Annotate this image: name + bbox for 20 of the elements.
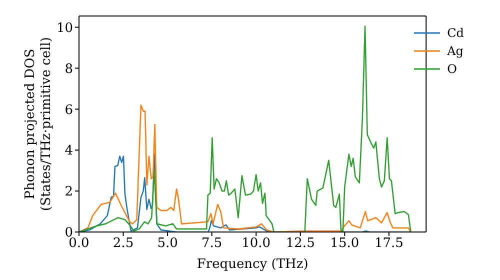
x-tick-label: 7.5 [201,236,222,252]
x-tick-label: 15.0 [330,236,360,252]
line-series [79,26,412,232]
legend-label: O [447,61,457,78]
x-tick-label: 12.5 [286,236,315,252]
line-series [79,104,412,232]
y-tick-label: 8 [64,62,73,77]
legend-label: Ag [447,43,464,60]
x-tick-label: 17.5 [374,236,404,252]
x-tick-label: 0.0 [68,236,90,252]
x-tick-label: 5.0 [157,236,178,252]
legend-label: Cd [447,25,464,42]
x-axis-title: Frequency (THz) [196,257,308,272]
x-tick-label: 10.0 [242,236,271,252]
y-tick-label: 4 [64,144,73,159]
y-tick-label: 6 [64,102,73,118]
y-axis-title: Phonon projected DOS (States/THz·primitive cell) [23,36,54,212]
y-tick-label: 2 [64,184,73,200]
y-tick-label: 10 [56,20,73,36]
x-tick-label: 2.5 [112,236,134,252]
